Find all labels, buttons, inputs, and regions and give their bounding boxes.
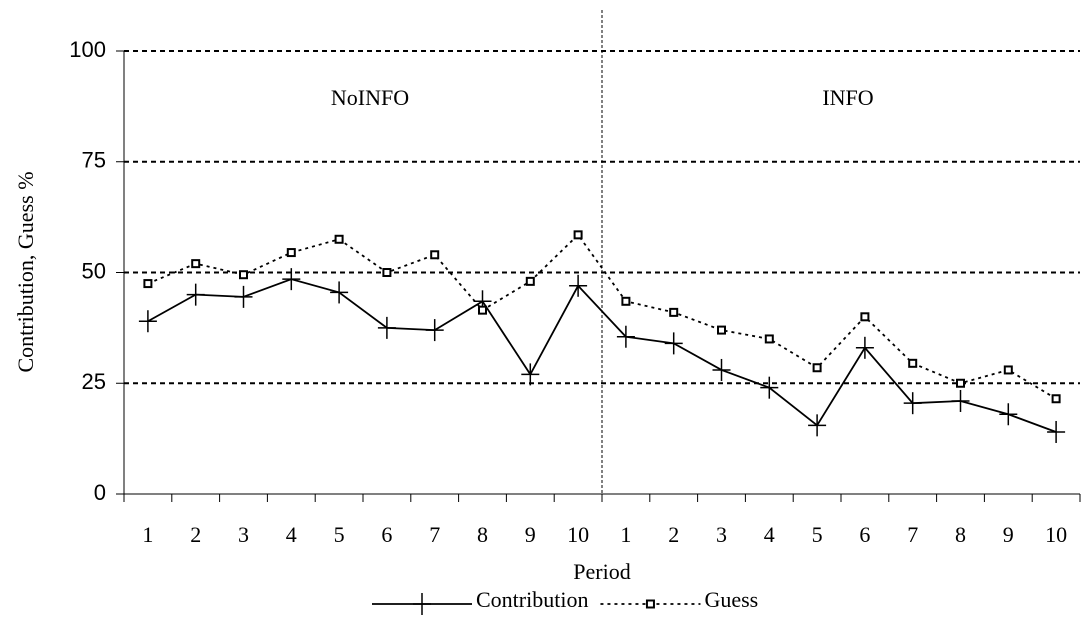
x-tick-label: 3 bbox=[238, 522, 249, 547]
point bbox=[234, 285, 253, 308]
point bbox=[334, 234, 344, 244]
point bbox=[191, 259, 201, 269]
legend-label: Contribution bbox=[476, 587, 588, 612]
point bbox=[951, 389, 970, 412]
point bbox=[616, 325, 635, 348]
point bbox=[478, 305, 487, 315]
legend-label: Guess bbox=[704, 587, 758, 612]
x-tick-label: 3 bbox=[716, 522, 727, 547]
point bbox=[760, 376, 779, 399]
point bbox=[812, 363, 822, 373]
series bbox=[143, 230, 1061, 404]
point bbox=[425, 319, 444, 342]
point bbox=[717, 325, 726, 335]
point bbox=[1051, 394, 1061, 404]
point bbox=[1047, 420, 1066, 443]
point bbox=[282, 268, 301, 291]
x-tick-label: 1 bbox=[142, 522, 153, 547]
point bbox=[903, 392, 922, 415]
annotation: NoINFO bbox=[331, 85, 409, 110]
x-tick-label: 6 bbox=[381, 522, 392, 547]
x-tick-label: 2 bbox=[668, 522, 679, 547]
point bbox=[138, 310, 157, 333]
x-tick-label: 2 bbox=[190, 522, 201, 547]
x-tick-label: 9 bbox=[1003, 522, 1014, 547]
x-tick-label: 5 bbox=[334, 522, 345, 547]
y-tick-label: 50 bbox=[82, 258, 106, 283]
y-axis-label: Contribution, Guess % bbox=[13, 171, 38, 372]
point bbox=[855, 336, 874, 359]
y-tick-label: 25 bbox=[82, 369, 106, 394]
point bbox=[1003, 365, 1013, 375]
x-tick-label: 10 bbox=[1045, 522, 1067, 547]
x-tick-label: 4 bbox=[764, 522, 775, 547]
x-tick-label: 10 bbox=[567, 522, 589, 547]
x-tick-label: 1 bbox=[620, 522, 631, 547]
point bbox=[430, 250, 440, 260]
x-tick-label: 6 bbox=[859, 522, 870, 547]
point bbox=[382, 268, 392, 277]
point bbox=[521, 363, 540, 386]
x-tick-label: 4 bbox=[286, 522, 297, 547]
point bbox=[330, 281, 349, 304]
x-axis-label: Period bbox=[573, 559, 630, 584]
point bbox=[669, 307, 679, 317]
legend-marker bbox=[645, 599, 655, 609]
point bbox=[712, 358, 731, 381]
series-line bbox=[147, 233, 1057, 400]
point bbox=[377, 316, 396, 339]
point bbox=[860, 312, 870, 322]
point bbox=[764, 334, 774, 344]
x-tick-label: 7 bbox=[429, 522, 440, 547]
series bbox=[138, 268, 1066, 443]
x-tick-label: 7 bbox=[907, 522, 918, 547]
annotation: INFO bbox=[822, 85, 873, 110]
point bbox=[999, 403, 1018, 426]
y-tick-label: 75 bbox=[82, 148, 106, 173]
point bbox=[525, 276, 535, 286]
legend-item: Guess bbox=[600, 587, 758, 612]
x-tick-label: 8 bbox=[477, 522, 488, 547]
point bbox=[239, 270, 248, 280]
point bbox=[956, 378, 965, 388]
legend-item: Contribution bbox=[372, 587, 588, 615]
y-tick-label: 100 bbox=[69, 37, 106, 62]
point bbox=[573, 230, 583, 240]
legend-marker bbox=[413, 593, 431, 615]
point bbox=[808, 414, 827, 437]
point bbox=[143, 279, 153, 289]
point bbox=[908, 358, 918, 368]
point bbox=[186, 283, 205, 306]
y-tick-label: 0 bbox=[94, 480, 106, 505]
point bbox=[621, 296, 631, 306]
x-tick-label: 8 bbox=[955, 522, 966, 547]
series-line bbox=[147, 278, 1057, 433]
point bbox=[286, 248, 296, 258]
x-tick-label: 9 bbox=[525, 522, 536, 547]
point bbox=[569, 274, 588, 297]
x-tick-label: 5 bbox=[812, 522, 823, 547]
point bbox=[664, 332, 683, 355]
